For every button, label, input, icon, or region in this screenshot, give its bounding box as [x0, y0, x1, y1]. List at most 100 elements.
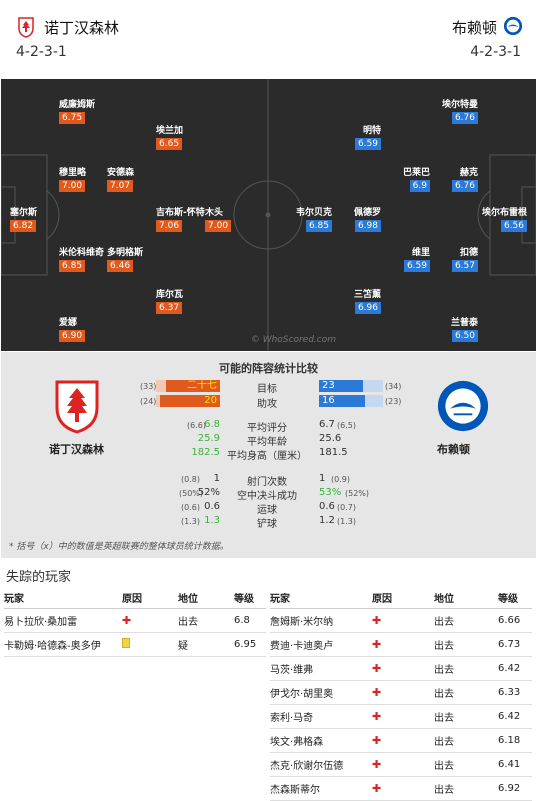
away-player-6[interactable]: 佩德罗 6.98 [354, 205, 381, 232]
comparison-title: 可能的阵容统计比较 [219, 362, 318, 375]
home-player-7[interactable]: 木头 7.00 [205, 205, 232, 232]
home-goals-bar: 二十七 [156, 380, 220, 392]
table-row[interactable]: 索利·马奇 ✚ 出去 6.42 [270, 704, 532, 729]
home-goals-bar-rest [156, 380, 166, 392]
stat-label: 运球 [257, 505, 277, 516]
player-name: 木头 [205, 208, 224, 218]
home-assists-value: 20 [204, 395, 217, 406]
reason-cell [122, 632, 178, 657]
player-name: 韦尔贝克 [295, 208, 332, 218]
player-name[interactable]: 杰森斯蒂尔 [270, 776, 372, 801]
col-status: 地位 [178, 588, 234, 609]
table-row[interactable]: 杰克·欣谢尔伍德 ✚ 出去 6.41 [270, 752, 532, 777]
reason-cell: ✚ [372, 680, 434, 705]
injury-icon: ✚ [372, 757, 382, 771]
away-player-1[interactable]: 埃尔特曼 6.76 [442, 97, 478, 124]
home-value: 182.5 [191, 447, 220, 458]
reason-cell: ✚ [122, 608, 178, 633]
comparison-footnote: * 括号（x）中的数值是英超联赛的整体球员统计数据。 [9, 542, 229, 552]
player-name: 穆里略 [59, 168, 87, 178]
stat-row-goals: (33) 二十七 目标 23 (34) [1, 380, 536, 395]
status: 出去 [434, 752, 498, 777]
home-sub: (1.3) [181, 517, 200, 526]
home-player-6[interactable]: 吉布斯-怀特 7.06 [156, 205, 205, 232]
stat-label: 助攻 [257, 399, 277, 410]
home-player-10[interactable]: 库尔瓦 6.37 [156, 287, 183, 314]
injury-icon: ✚ [372, 637, 382, 651]
home-player-4[interactable]: 安德森 7.07 [107, 165, 134, 192]
player-name[interactable]: 费迪·卡迪奥卢 [270, 632, 372, 657]
away-player-2[interactable]: 明特 6.59 [354, 123, 381, 150]
away-player-5[interactable]: 韦尔贝克 6.85 [296, 205, 332, 232]
home-team-name[interactable]: 诺丁汉森林 [44, 19, 120, 37]
player-name[interactable]: 易卜拉欣·桑加雷 [4, 608, 122, 633]
stat-row-dribbles: (0.6) 0.6 运球 0.6 (0.7) [1, 501, 536, 516]
home-value: 1.3 [204, 515, 220, 526]
player-name: 爱娜 [59, 318, 78, 328]
rating: 6.41 [498, 752, 532, 777]
home-player-3[interactable]: 穆里略 7.00 [59, 165, 86, 192]
home-league-goals: (33) [140, 382, 157, 391]
player-rating: 6.85 [305, 220, 332, 232]
table-row[interactable]: 卡勒姆·哈德森-奥多伊 疑 6.95 [4, 632, 266, 657]
player-name[interactable]: 詹姆斯·米尔纳 [270, 608, 372, 633]
player-rating: 7.00 [205, 220, 232, 232]
home-player-9[interactable]: 多明格斯 6.46 [107, 245, 143, 272]
away-value: 1.2 [319, 515, 335, 526]
brighton-crest-icon [503, 16, 523, 36]
player-name[interactable]: 埃文·弗格森 [270, 728, 372, 753]
player-name: 三笘薰 [353, 290, 381, 300]
away-formation: 4-2-3-1 [470, 44, 521, 60]
home-formation: 4-2-3-1 [16, 44, 67, 60]
table-row[interactable]: 费迪·卡迪奥卢 ✚ 出去 6.73 [270, 632, 532, 657]
table-row[interactable]: 马茨·维弗 ✚ 出去 6.42 [270, 656, 532, 681]
stat-label: 平均年龄 [247, 437, 287, 448]
home-value: 0.6 [204, 501, 220, 512]
table-row[interactable]: 伊戈尔·胡里奥 ✚ 出去 6.33 [270, 680, 532, 705]
away-player-8[interactable]: 维里 6.59 [403, 245, 430, 272]
away-player-10[interactable]: 三笘薰 6.96 [354, 287, 381, 314]
home-player-11[interactable]: 爱娜 6.90 [59, 315, 86, 342]
player-rating: 6.76 [451, 112, 478, 124]
away-assists-bar: 16 [319, 395, 383, 407]
player-name[interactable]: 马茨·维弗 [270, 656, 372, 681]
player-name[interactable]: 索利·马奇 [270, 704, 372, 729]
home-player-5[interactable]: 塞尔斯 6.82 [10, 205, 37, 232]
table-row[interactable]: 詹姆斯·米尔纳 ✚ 出去 6.66 [270, 608, 532, 633]
stat-row-shots: (0.8) 1 射门次数 1 (0.9) [1, 473, 536, 488]
injury-icon: ✚ [372, 781, 382, 795]
away-sub: (6.5) [337, 421, 356, 430]
player-name[interactable]: 杰克·欣谢尔伍德 [270, 752, 372, 777]
player-name: 吉布斯-怀特 [156, 208, 205, 218]
player-rating: 6.50 [451, 330, 478, 342]
reason-cell: ✚ [372, 752, 434, 777]
injury-icon: ✚ [372, 685, 382, 699]
comparison-home-name: 诺丁汉森林 [49, 443, 104, 456]
pitch-lines [1, 79, 536, 351]
stat-label: 空中决斗成功 [237, 491, 297, 502]
away-player-3[interactable]: 巴莱巴 6.9 [403, 165, 430, 192]
player-name[interactable]: 卡勒姆·哈德森-奥多伊 [4, 632, 122, 657]
table-row[interactable]: 杰森斯蒂尔 ✚ 出去 6.92 [270, 776, 532, 801]
away-value: 6.7 [319, 419, 335, 430]
away-player-4[interactable]: 赫克 6.76 [451, 165, 478, 192]
injury-icon: ✚ [372, 661, 382, 675]
home-player-2[interactable]: 埃兰加 6.65 [156, 123, 183, 150]
away-player-9[interactable]: 扣德 6.57 [451, 245, 478, 272]
status: 疑 [178, 632, 234, 657]
col-status: 地位 [434, 588, 498, 609]
player-name[interactable]: 伊戈尔·胡里奥 [270, 680, 372, 705]
home-sub: (0.6) [181, 503, 200, 512]
home-player-8[interactable]: 米伦科维奇 6.85 [59, 245, 104, 272]
table-row[interactable]: 易卜拉欣·桑加雷 ✚ 出去 6.8 [4, 608, 266, 633]
player-name: 米伦科维奇 [59, 248, 105, 258]
player-name: 埃尔特曼 [441, 100, 478, 110]
home-player-1[interactable]: 威廉姆斯 6.75 [59, 97, 95, 124]
away-league-goals: (34) [385, 382, 402, 391]
injury-icon: ✚ [372, 709, 382, 723]
stat-row-avg-age: 25.9 平均年龄 25.6 [1, 433, 536, 448]
away-player-11[interactable]: 兰普泰 6.50 [451, 315, 478, 342]
table-row[interactable]: 埃文·弗格森 ✚ 出去 6.18 [270, 728, 532, 753]
away-player-7[interactable]: 埃尔布雷根 6.56 [482, 205, 527, 232]
away-team-name[interactable]: 布赖顿 [451, 19, 497, 37]
